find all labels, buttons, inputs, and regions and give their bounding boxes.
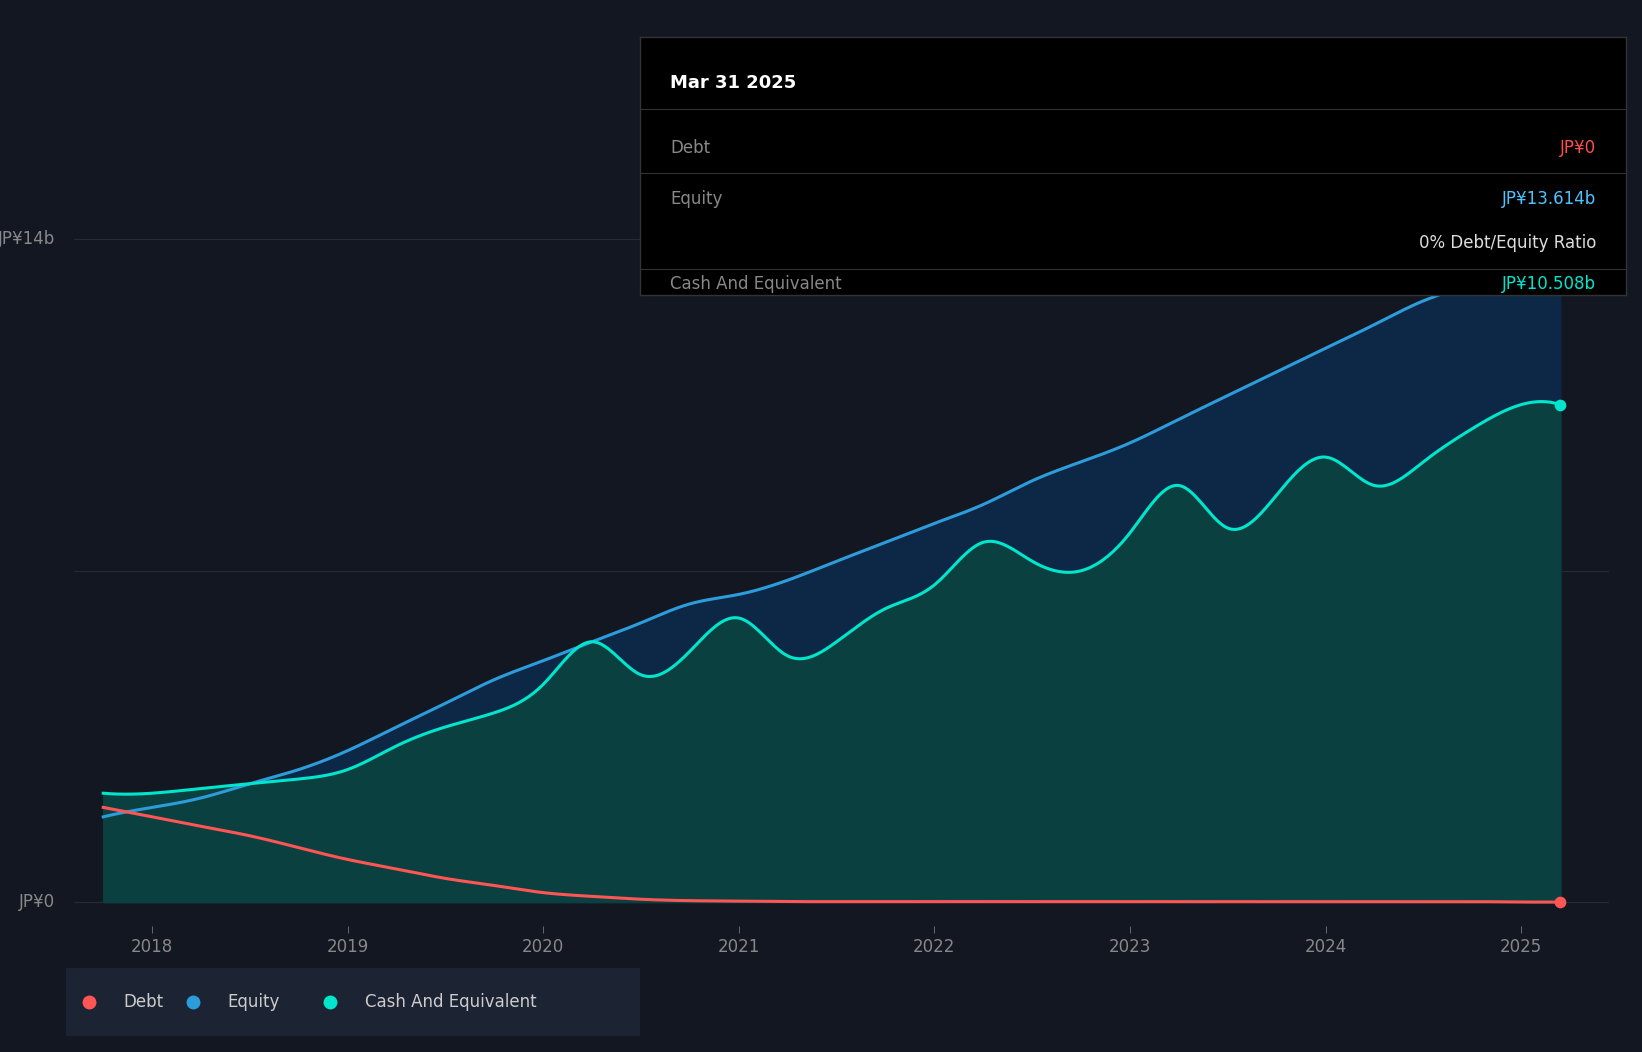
Text: Debt: Debt: [670, 139, 709, 157]
Text: JP¥0: JP¥0: [20, 893, 56, 911]
Point: [1547, 249, 1573, 266]
Text: 0% Debt/Equity Ratio: 0% Debt/Equity Ratio: [1419, 234, 1596, 252]
Text: Cash And Equivalent: Cash And Equivalent: [365, 993, 537, 1011]
Text: JP¥0: JP¥0: [1560, 139, 1596, 157]
Text: Cash And Equivalent: Cash And Equivalent: [670, 276, 842, 294]
Point: [1547, 894, 1573, 911]
Text: JP¥10.508b: JP¥10.508b: [1502, 276, 1596, 294]
Text: Debt: Debt: [123, 993, 163, 1011]
Text: Equity: Equity: [228, 993, 281, 1011]
Point: [1547, 397, 1573, 413]
Text: JP¥14b: JP¥14b: [0, 230, 56, 248]
Text: Mar 31 2025: Mar 31 2025: [670, 75, 796, 93]
Text: JP¥13.614b: JP¥13.614b: [1502, 190, 1596, 208]
Text: Equity: Equity: [670, 190, 722, 208]
